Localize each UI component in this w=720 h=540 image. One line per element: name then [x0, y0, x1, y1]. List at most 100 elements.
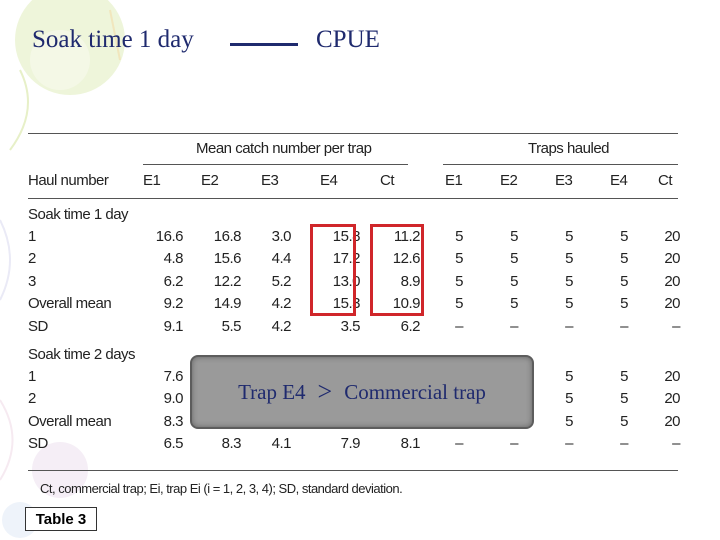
table-cell: 5: [620, 368, 628, 385]
table-cell: 5: [565, 412, 573, 430]
column-header: E2: [201, 172, 219, 189]
table-cell: 15.6: [213, 250, 242, 268]
section-label-1-day: Soak time 1 day: [28, 206, 129, 223]
column-header: E1: [445, 172, 463, 189]
table-cell: 20: [664, 272, 680, 290]
row-label: 2: [28, 390, 36, 408]
table-cell: 5: [455, 295, 463, 313]
table-cell: 4.4: [271, 250, 292, 268]
table-cell: 5: [455, 228, 463, 245]
title-connector-line: [230, 43, 298, 46]
column-header: E2: [500, 172, 518, 189]
table-cell: 20: [664, 390, 680, 408]
table-cell: –: [510, 435, 518, 453]
column-header: Ct: [380, 172, 395, 189]
column-header: E3: [261, 172, 279, 189]
column-header: Ct: [658, 172, 673, 189]
table-cell: 12.6: [392, 250, 421, 268]
table-cell: 3.5: [340, 317, 361, 335]
row-label: SD: [28, 317, 48, 335]
table-cell: 8.3: [163, 412, 184, 430]
table-cell: –: [620, 435, 628, 453]
table-cell: 6.2: [400, 317, 421, 335]
table-cell: 5: [565, 390, 573, 408]
table-bottom-rule: [28, 470, 678, 471]
table-cell: –: [565, 317, 573, 335]
group-rule-right: [443, 164, 678, 165]
table-cell: 16.6: [155, 228, 184, 245]
table-cell: 20: [664, 295, 680, 313]
table-cell: –: [510, 317, 518, 335]
table-cell: 5: [565, 272, 573, 290]
column-header: E3: [555, 172, 573, 189]
callout-greater-than: >: [317, 377, 333, 406]
table-cell: 5: [565, 295, 573, 313]
table-cell: 5.5: [221, 317, 242, 335]
table-cell: –: [455, 317, 463, 335]
group-header-traps-hauled: Traps hauled: [528, 140, 610, 157]
table-cell: 5: [620, 390, 628, 408]
table-cell: 5: [620, 295, 628, 313]
table-cell: 5: [620, 228, 628, 245]
group-rule-left: [143, 164, 408, 165]
table-cell: 9.2: [163, 295, 184, 313]
table-cell: –: [455, 435, 463, 453]
section-label-2-days: Soak time 2 days: [28, 346, 136, 363]
table-cell: 14.9: [213, 295, 242, 313]
callout-box: Trap E4 > Commercial trap: [190, 355, 534, 429]
column-header: Haul number: [28, 172, 109, 189]
row-label: Overall mean: [28, 412, 112, 430]
table-cell: 9.0: [163, 390, 184, 408]
table-number-label: Table 3: [25, 507, 97, 531]
column-header: E4: [320, 172, 338, 189]
table-cell: 5: [620, 412, 628, 430]
table-cell: 5: [510, 250, 518, 268]
table-cell: 20: [664, 412, 680, 430]
table-cell: 3.0: [271, 228, 292, 245]
table-cell: –: [620, 317, 628, 335]
group-header-mean-catch: Mean catch number per trap: [196, 140, 372, 157]
table-cell: 5.2: [271, 272, 292, 290]
row-label: 1: [28, 228, 36, 245]
table-cell: 4.2: [271, 295, 292, 313]
column-header: E1: [143, 172, 161, 189]
table-cell: 7.9: [340, 435, 361, 453]
row-label: 1: [28, 368, 36, 385]
table-cell: 7.6: [163, 368, 184, 385]
table-cell: 8.1: [400, 435, 421, 453]
row-label: SD: [28, 435, 48, 453]
table-cell: 5: [510, 228, 518, 245]
table-cell: 5: [620, 250, 628, 268]
row-label: 3: [28, 272, 36, 290]
table-cell: 6.5: [163, 435, 184, 453]
table-cell: 4.2: [271, 317, 292, 335]
table-cell: 6.2: [163, 272, 184, 290]
table-cell: 5: [455, 272, 463, 290]
callout-left-text: Trap E4: [238, 379, 306, 404]
table-cell: 4.8: [163, 250, 184, 268]
table-cell: 5: [565, 368, 573, 385]
table-cell: –: [672, 317, 680, 335]
table-footnote: Ct, commercial trap; Ei, trap Ei (i = 1,…: [40, 481, 403, 496]
table-cell: –: [672, 435, 680, 453]
table-cell: 20: [664, 228, 680, 245]
column-header: E4: [610, 172, 628, 189]
table-cell: 10.9: [392, 295, 421, 313]
slide-title: Soak time 1 day: [32, 26, 194, 53]
table-cell: 5: [510, 295, 518, 313]
table-cell: 5: [620, 272, 628, 290]
highlight-box-ct: [370, 224, 424, 316]
table-cell: 5: [565, 228, 573, 245]
row-label: Overall mean: [28, 295, 112, 313]
table-cell: 11.2: [393, 228, 421, 245]
table-cell: 8.3: [221, 435, 242, 453]
callout-right-text: Commercial trap: [344, 379, 486, 404]
slide-title-cpue: CPUE: [316, 26, 380, 53]
table-cell: 20: [664, 368, 680, 385]
table-cell: 16.8: [213, 228, 242, 245]
table-cell: 5: [455, 250, 463, 268]
header-bottom-rule: [28, 198, 678, 199]
table-cell: 20: [664, 250, 680, 268]
table-cell: 5: [565, 250, 573, 268]
